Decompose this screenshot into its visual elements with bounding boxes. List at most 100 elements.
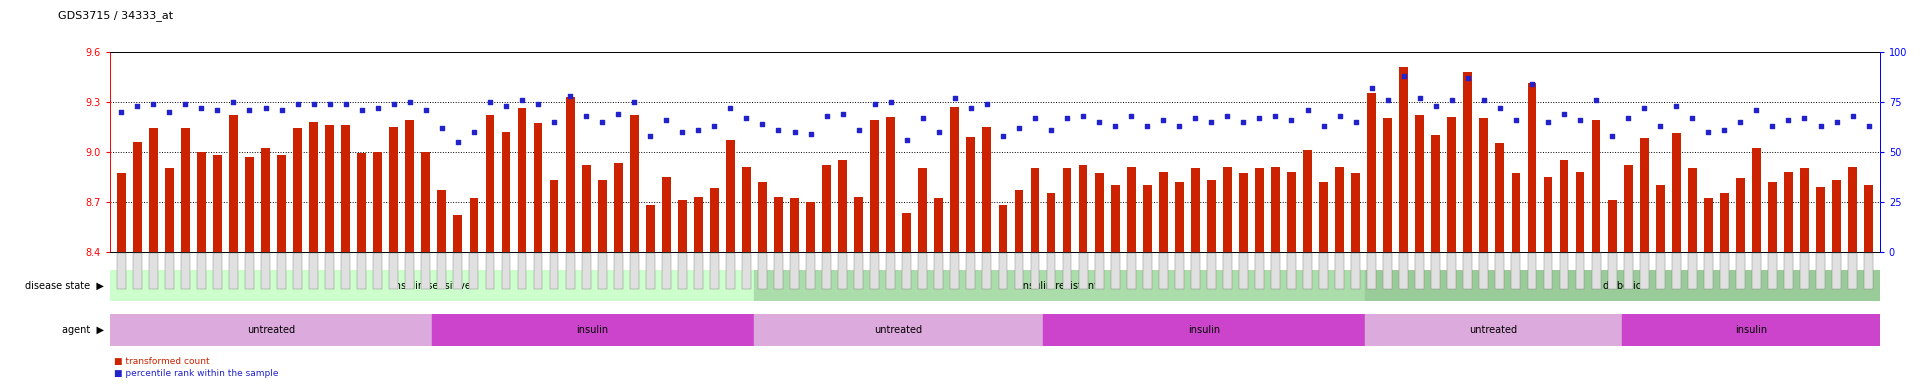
Bar: [967, 137, 975, 252]
Point: [1019, 115, 1050, 121]
Bar: [1783, 172, 1793, 252]
Bar: [1399, 67, 1409, 252]
Point: [1197, 119, 1227, 125]
Point: [731, 115, 762, 121]
Point: [1741, 107, 1772, 113]
Bar: [1158, 172, 1168, 252]
Point: [475, 99, 506, 105]
Bar: [919, 168, 926, 252]
Bar: [1015, 190, 1023, 252]
Point: [602, 111, 633, 117]
Bar: [753, 314, 1044, 346]
Bar: [934, 198, 944, 252]
Point: [1212, 113, 1243, 119]
Bar: [1366, 93, 1376, 252]
Point: [282, 101, 313, 107]
Point: [234, 107, 264, 113]
Bar: [309, 122, 318, 252]
Bar: [1031, 168, 1040, 252]
Bar: [1365, 314, 1623, 346]
Bar: [903, 213, 911, 252]
Point: [523, 101, 554, 107]
Bar: [1511, 173, 1521, 252]
Bar: [1254, 168, 1264, 252]
Bar: [614, 163, 623, 252]
Point: [1357, 85, 1388, 91]
Point: [1774, 117, 1805, 123]
Bar: [822, 165, 832, 252]
Point: [955, 105, 986, 111]
Point: [1805, 122, 1835, 129]
Bar: [789, 198, 799, 252]
Bar: [326, 125, 334, 252]
Bar: [565, 97, 575, 252]
Point: [699, 122, 730, 129]
Point: [266, 107, 297, 113]
Point: [1260, 113, 1291, 119]
Point: [571, 113, 602, 119]
Point: [297, 101, 328, 107]
Point: [1853, 122, 1884, 129]
Bar: [1768, 182, 1778, 252]
Point: [427, 125, 457, 131]
Point: [635, 132, 666, 139]
Bar: [1224, 167, 1231, 252]
Bar: [486, 115, 494, 252]
Bar: [998, 205, 1007, 252]
Bar: [1592, 120, 1600, 252]
Point: [1484, 105, 1515, 111]
Point: [1500, 117, 1530, 123]
Bar: [950, 107, 959, 252]
Bar: [982, 127, 992, 252]
Bar: [677, 200, 687, 252]
Point: [154, 109, 185, 115]
Bar: [1336, 167, 1343, 252]
Point: [971, 101, 1002, 107]
Bar: [1432, 135, 1440, 252]
Text: insulin: insulin: [1189, 325, 1220, 335]
Bar: [1801, 168, 1808, 252]
Point: [137, 101, 168, 107]
Text: untreated: untreated: [1469, 325, 1517, 335]
Bar: [1191, 168, 1200, 252]
Bar: [1365, 270, 1880, 301]
Point: [170, 101, 201, 107]
Point: [1324, 113, 1355, 119]
Point: [538, 119, 569, 125]
Text: untreated: untreated: [874, 325, 923, 335]
Point: [795, 131, 826, 137]
Bar: [1272, 167, 1280, 252]
Bar: [1752, 148, 1760, 252]
Point: [1629, 105, 1660, 111]
Bar: [629, 115, 639, 252]
Bar: [1239, 173, 1249, 252]
Bar: [1480, 118, 1488, 252]
Bar: [1175, 182, 1183, 252]
Bar: [230, 115, 237, 252]
Bar: [293, 128, 301, 252]
Bar: [1127, 167, 1135, 252]
Point: [1708, 127, 1739, 133]
Point: [923, 129, 953, 135]
Bar: [502, 132, 510, 252]
Bar: [432, 314, 753, 346]
Point: [1837, 113, 1868, 119]
Bar: [372, 152, 382, 252]
Bar: [774, 197, 784, 252]
Point: [811, 113, 841, 119]
Text: disease state  ▶: disease state ▶: [25, 281, 104, 291]
Point: [506, 97, 537, 103]
Bar: [1303, 150, 1312, 252]
Bar: [598, 180, 606, 252]
Text: insulin resistant: insulin resistant: [1021, 281, 1098, 291]
Point: [1644, 122, 1675, 129]
Bar: [758, 182, 766, 252]
Point: [554, 93, 585, 99]
Bar: [647, 205, 654, 252]
Bar: [1351, 173, 1361, 252]
Bar: [278, 155, 286, 252]
Point: [1756, 122, 1787, 129]
Point: [1164, 122, 1195, 129]
Point: [988, 132, 1019, 139]
Point: [620, 99, 650, 105]
